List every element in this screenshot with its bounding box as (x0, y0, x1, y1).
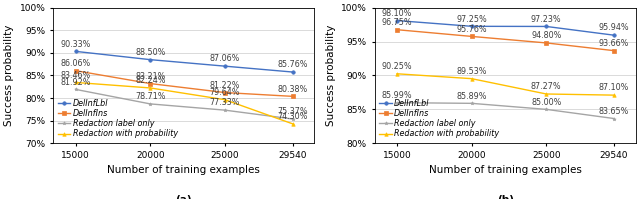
Text: 96.75%: 96.75% (381, 18, 412, 27)
Text: 90.25%: 90.25% (381, 62, 412, 71)
Text: 95.94%: 95.94% (599, 23, 629, 32)
Text: 85.89%: 85.89% (456, 92, 487, 100)
Legend: DelInfLbl, DelInfIns, Redaction label only, Redaction with probability: DelInfLbl, DelInfIns, Redaction label on… (379, 98, 500, 139)
Text: 80.38%: 80.38% (278, 85, 308, 94)
Line: DelInfIns: DelInfIns (74, 69, 294, 98)
DelInfIns (610, 50, 618, 52)
X-axis label: Number of training examples: Number of training examples (429, 166, 582, 176)
Text: 89.53%: 89.53% (456, 67, 487, 76)
Redaction with probability (393, 73, 401, 75)
Redaction with probability (468, 77, 476, 80)
Y-axis label: Success probability: Success probability (4, 25, 14, 126)
DelInfLbl (393, 19, 401, 22)
Text: 88.50%: 88.50% (135, 48, 166, 57)
Line: DelInfLbl: DelInfLbl (74, 50, 294, 74)
Redaction with probability (147, 87, 154, 89)
DelInfIns (543, 42, 550, 44)
Redaction with probability (610, 94, 618, 96)
Text: 82.24%: 82.24% (135, 76, 166, 85)
Text: (a): (a) (175, 195, 192, 199)
Redaction with probability (72, 81, 79, 84)
Text: 98.10%: 98.10% (382, 9, 412, 18)
DelInfLbl (289, 71, 296, 73)
Redaction label only (72, 88, 79, 91)
Text: 83.65%: 83.65% (599, 107, 629, 116)
Text: (b): (b) (497, 195, 514, 199)
Redaction label only (393, 101, 401, 104)
DelInfIns (468, 35, 476, 38)
Line: Redaction with probability: Redaction with probability (396, 72, 616, 97)
Redaction label only (610, 117, 618, 120)
Redaction with probability (289, 123, 296, 125)
Redaction with probability (543, 93, 550, 95)
Text: 97.23%: 97.23% (531, 15, 561, 24)
Text: 75.37%: 75.37% (277, 107, 308, 116)
DelInfIns (393, 28, 401, 31)
Text: 79.64%: 79.64% (210, 88, 240, 97)
Text: 87.06%: 87.06% (210, 54, 240, 63)
Line: Redaction with probability: Redaction with probability (74, 81, 294, 126)
Redaction with probability (221, 99, 228, 101)
X-axis label: Number of training examples: Number of training examples (108, 166, 260, 176)
Text: 87.10%: 87.10% (599, 83, 629, 92)
DelInfLbl (147, 59, 154, 61)
DelInfIns (147, 82, 154, 85)
DelInfLbl (468, 25, 476, 27)
DelInfLbl (72, 50, 79, 53)
Text: 86.06%: 86.06% (61, 59, 91, 68)
Redaction label only (468, 102, 476, 104)
Text: 74.30%: 74.30% (278, 112, 308, 121)
DelInfIns (289, 95, 296, 98)
Text: 85.99%: 85.99% (381, 91, 412, 100)
Text: 93.66%: 93.66% (599, 39, 629, 48)
Text: 94.80%: 94.80% (531, 31, 561, 40)
DelInfLbl (543, 25, 550, 28)
Text: 83.21%: 83.21% (135, 72, 166, 81)
DelInfLbl (221, 65, 228, 67)
Line: Redaction label only: Redaction label only (74, 88, 294, 121)
Text: 87.27%: 87.27% (531, 82, 561, 91)
Y-axis label: Success probability: Success probability (326, 25, 335, 126)
Text: 83.46%: 83.46% (61, 71, 91, 80)
Text: 95.76%: 95.76% (456, 25, 487, 34)
DelInfIns (221, 91, 228, 94)
Text: 77.33%: 77.33% (210, 98, 240, 107)
Redaction label only (147, 103, 154, 105)
Line: Redaction label only: Redaction label only (396, 101, 616, 120)
Legend: DelInfLbl, DelInfIns, Redaction label only, Redaction with probability: DelInfLbl, DelInfIns, Redaction label on… (57, 98, 179, 139)
Line: DelInfLbl: DelInfLbl (396, 19, 616, 37)
Line: DelInfIns: DelInfIns (396, 28, 616, 52)
DelInfLbl (610, 34, 618, 36)
Text: 90.33%: 90.33% (60, 40, 91, 49)
Text: 78.71%: 78.71% (135, 92, 166, 101)
Text: 85.76%: 85.76% (277, 60, 308, 69)
Redaction label only (289, 118, 296, 120)
Text: 81.22%: 81.22% (210, 81, 240, 90)
Redaction label only (543, 108, 550, 111)
Redaction label only (221, 109, 228, 111)
Text: 97.25%: 97.25% (456, 15, 487, 23)
Text: 81.92%: 81.92% (60, 78, 91, 87)
DelInfIns (72, 69, 79, 72)
Text: 85.00%: 85.00% (531, 98, 561, 107)
